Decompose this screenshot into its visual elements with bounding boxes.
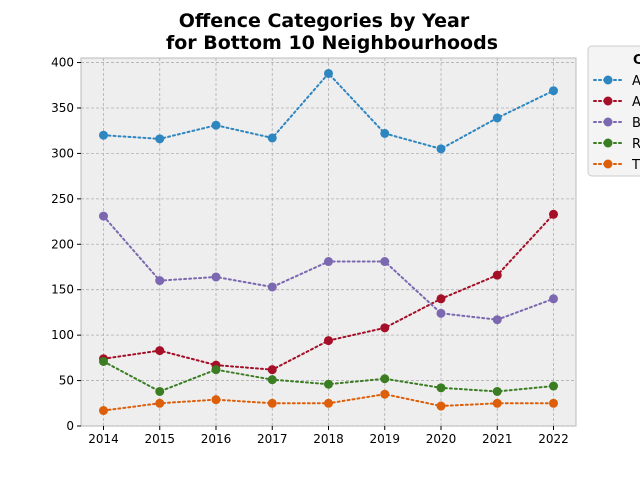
data-point (211, 395, 221, 405)
legend-marker (603, 96, 613, 106)
x-tick-label: 2016 (201, 432, 232, 446)
legend-marker (603, 117, 613, 127)
data-point (324, 336, 333, 346)
legend-entry: A (593, 74, 640, 89)
legend-title: C (633, 53, 640, 68)
y-tick-label: 100 (51, 328, 74, 342)
data-point (549, 86, 558, 96)
chart-title-line-2: for Bottom 10 Neighbourhoods (166, 32, 498, 54)
legend-label: R (632, 137, 640, 152)
series-4 (99, 356, 558, 396)
legend-marker (603, 75, 613, 85)
data-point (549, 398, 558, 408)
data-point (267, 365, 277, 375)
data-point (380, 389, 390, 399)
data-point (436, 144, 446, 154)
data-point (492, 398, 502, 408)
x-tick-label: 2015 (144, 432, 175, 446)
legend-label: B (632, 116, 640, 131)
legend-entry: T (593, 158, 640, 173)
data-point (324, 257, 333, 267)
data-point (436, 308, 446, 318)
x-tick-label: 2017 (257, 432, 288, 446)
data-point (549, 209, 558, 219)
series-3 (99, 211, 558, 325)
data-point (211, 120, 221, 130)
data-point (436, 383, 446, 393)
legend-marker (603, 159, 613, 169)
data-point (492, 315, 502, 325)
data-point (155, 346, 165, 356)
legend-label: A (632, 95, 640, 110)
data-point (380, 323, 390, 333)
y-tick-label: 50 (59, 374, 74, 388)
data-point (324, 68, 333, 78)
series-layer (99, 68, 558, 416)
y-tick-label: 250 (51, 192, 74, 206)
data-point (99, 406, 108, 416)
data-point (324, 398, 333, 408)
x-tick-label: 2019 (369, 432, 400, 446)
data-point (155, 386, 165, 396)
y-tick-label: 300 (51, 146, 74, 160)
y-tick-label: 200 (51, 237, 74, 251)
data-point (380, 374, 390, 384)
legend-entry: R (593, 137, 640, 152)
data-point (380, 128, 390, 138)
axes: 0 50 100 150 200 250 300 350 400 2014 2015 2016 2017… (51, 56, 569, 446)
data-point (267, 133, 277, 143)
data-point (155, 134, 165, 144)
data-point (267, 375, 277, 385)
data-point (436, 401, 446, 411)
data-point (549, 381, 558, 391)
data-point (99, 356, 108, 366)
data-point (492, 270, 502, 280)
y-tick-label: 400 (51, 56, 74, 70)
y-tick-label: 350 (51, 101, 74, 115)
legend-entry: B (593, 116, 640, 131)
chart-title-line-1: Offence Categories by Year (179, 10, 470, 32)
legend-label: T (631, 158, 640, 173)
x-tick-label: 2014 (88, 432, 119, 446)
y-tick-label: 150 (51, 283, 74, 297)
series-5 (99, 389, 558, 416)
data-point (211, 272, 221, 282)
data-point (492, 113, 502, 123)
x-tick-label: 2018 (313, 432, 344, 446)
data-point (436, 294, 446, 304)
series-1 (99, 68, 558, 154)
legend-entry: A (593, 95, 640, 110)
x-tick-label: 2020 (426, 432, 457, 446)
data-point (492, 386, 502, 396)
data-point (99, 211, 108, 221)
data-point (155, 398, 165, 408)
data-point (324, 379, 333, 389)
data-point (155, 276, 165, 286)
x-tick-label: 2021 (482, 432, 513, 446)
x-tick-label: 2022 (538, 432, 569, 446)
legend-label: A (632, 74, 640, 89)
data-point (549, 294, 558, 304)
data-point (211, 365, 221, 375)
legend-marker (603, 138, 613, 148)
data-point (380, 257, 390, 267)
data-point (99, 130, 108, 140)
data-point (267, 398, 277, 408)
data-point (267, 282, 277, 292)
y-tick-label: 0 (66, 419, 74, 433)
